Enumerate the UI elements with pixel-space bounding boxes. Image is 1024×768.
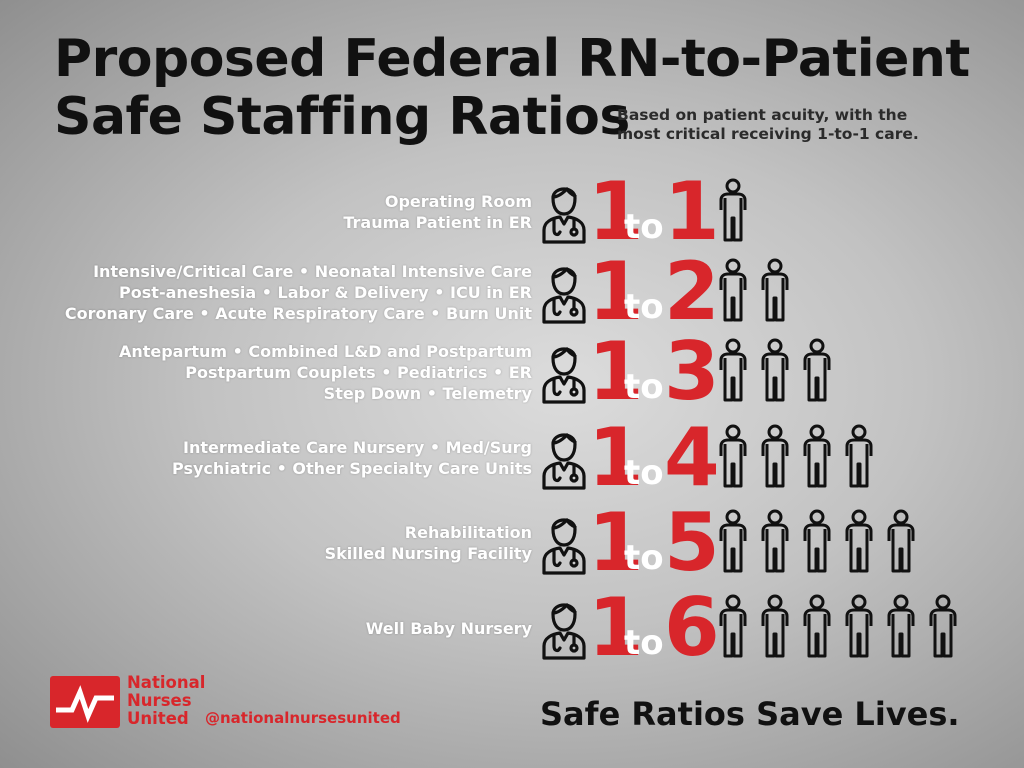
ratio-to: to (624, 367, 664, 407)
care-unit-line: Coronary Care • Acute Respiratory Care •… (64, 303, 532, 323)
slogan: Safe Ratios Save Lives. (540, 695, 960, 733)
nurse-icon (542, 187, 586, 244)
patient-icon (803, 338, 831, 402)
nurse-icon (542, 347, 586, 404)
patient-count: 5 (664, 496, 720, 589)
ratio-label: 1 1 to (588, 172, 720, 252)
ratio-to: to (624, 287, 664, 327)
ratio-label: 1 2 to (588, 252, 720, 332)
patient-icon (719, 178, 747, 242)
ratio-to: to (624, 207, 664, 247)
patient-icon (761, 594, 789, 658)
care-units: Antepartum • Combined L&D and Postpartum… (119, 332, 532, 412)
nurse-count: 1 (588, 325, 644, 418)
care-unit-line: Skilled Nursing Facility (324, 544, 532, 563)
care-units: Operating Room Trauma Patient in ER (343, 172, 532, 252)
ratio-row: Intermediate Care Nursery • Med/Surg Psyc… (0, 418, 1024, 498)
patient-count: 4 (664, 411, 720, 504)
social-handle: @nationalnursesunited (205, 709, 401, 727)
subtitle-line-1: Based on patient acuity, with the (617, 106, 908, 124)
nurse-icon (542, 518, 586, 575)
patient-icon (761, 258, 789, 322)
patient-count: 2 (664, 245, 720, 338)
title-line-1: Proposed Federal RN-to-Patient (54, 29, 970, 89)
care-unit-line: Intensive/Critical Care • Neonatal Inten… (93, 261, 532, 281)
patient-icon (887, 594, 915, 658)
patient-count: 3 (664, 325, 720, 418)
ratio-to: to (624, 453, 664, 493)
care-unit-line: Well Baby Nursery (365, 618, 532, 638)
nurse-count: 1 (588, 165, 644, 258)
patient-icon (929, 594, 957, 658)
care-unit-line: Operating Room (384, 192, 532, 211)
patient-icon (719, 594, 747, 658)
patient-icons (716, 338, 842, 402)
patient-icon (803, 594, 831, 658)
care-units: Intermediate Care Nursery • Med/Surg Psyc… (172, 418, 532, 498)
care-units: Rehabilitation Skilled Nursing Facility (325, 503, 532, 583)
care-unit-line: Post-aneshesia • Labor & Delivery • ICU … (119, 282, 532, 302)
care-units: Well Baby Nursery (366, 588, 532, 668)
ratio-row: Intensive/Critical Care • Neonatal Inten… (0, 252, 1024, 332)
nurse-icon (542, 267, 586, 324)
patient-icon (887, 509, 915, 573)
ratio-label: 1 3 to (588, 332, 720, 412)
org-name-line-3: United (127, 709, 189, 728)
ratio-label: 1 6 to (588, 588, 720, 668)
nurse-icon (542, 603, 586, 660)
ratio-row: Operating Room Trauma Patient in ER 1 1 to (0, 172, 1024, 252)
patient-icons (716, 178, 758, 242)
care-unit-line: Step Down • Telemetry (323, 383, 532, 403)
ratio-to: to (624, 623, 664, 663)
ratio-row: Well Baby Nursery 1 6 to (0, 588, 1024, 668)
org-name: National Nurses United (127, 674, 205, 728)
patient-icon (845, 424, 873, 488)
nurse-count: 1 (588, 581, 644, 674)
care-unit-line: Psychiatric • Other Specialty Care Units (172, 459, 532, 478)
patient-icon (803, 424, 831, 488)
ratio-to: to (624, 538, 664, 578)
patient-icons (716, 509, 926, 573)
subtitle: Based on patient acuity, with the most c… (617, 106, 977, 144)
care-units: Intensive/Critical Care • Neonatal Inten… (65, 252, 532, 332)
org-name-line-2: Nurses (127, 691, 192, 710)
patient-icons (716, 594, 968, 658)
nurse-count: 1 (588, 245, 644, 338)
patient-icon (719, 338, 747, 402)
nnu-logo (50, 676, 120, 728)
patient-count: 6 (664, 581, 720, 674)
patient-icon (719, 509, 747, 573)
care-unit-line: Antepartum • Combined L&D and Postpartum (118, 341, 532, 361)
patient-icons (716, 258, 800, 322)
nurse-count: 1 (588, 411, 644, 504)
patient-icon (719, 258, 747, 322)
org-name-line-1: National (127, 673, 206, 692)
subtitle-line-2: most critical receiving 1-to-1 care. (617, 125, 919, 143)
ratio-label: 1 5 to (588, 503, 720, 583)
ratio-row: Rehabilitation Skilled Nursing Facility 1 5… (0, 503, 1024, 583)
care-unit-line: Trauma Patient in ER (343, 213, 532, 232)
patient-count: 1 (664, 165, 720, 258)
ratio-row: Antepartum • Combined L&D and Postpartum… (0, 332, 1024, 412)
title-line-2: Safe Staffing Ratios (54, 87, 630, 147)
ratio-label: 1 4 to (588, 418, 720, 498)
page-title: Proposed Federal RN-to-Patient Safe Staf… (54, 30, 970, 146)
care-unit-line: Postpartum Couplets • Pediatrics • ER (185, 362, 532, 382)
patient-icon (761, 509, 789, 573)
patient-icon (845, 594, 873, 658)
patient-icon (719, 424, 747, 488)
patient-icons (716, 424, 884, 488)
care-unit-line: Intermediate Care Nursery • Med/Surg (183, 438, 532, 457)
patient-icon (761, 424, 789, 488)
patient-icon (803, 509, 831, 573)
nurse-icon (542, 433, 586, 490)
patient-icon (761, 338, 789, 402)
care-unit-line: Rehabilitation (404, 523, 532, 542)
patient-icon (845, 509, 873, 573)
nurse-count: 1 (588, 496, 644, 589)
